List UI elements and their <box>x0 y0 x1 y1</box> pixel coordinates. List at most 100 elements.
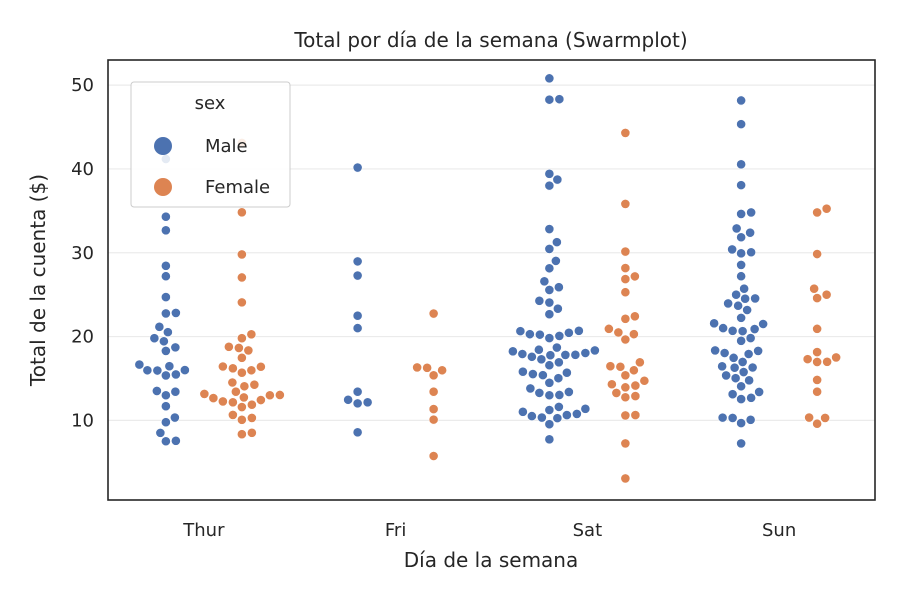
swarm-point-female-thur <box>236 402 247 412</box>
swarm-point-male-sat <box>563 327 574 338</box>
swarm-point-male-sun <box>736 438 747 449</box>
swarm-point-female-fri <box>437 365 448 376</box>
swarm-point-female-fri <box>428 370 439 381</box>
swarm-point-male-sat <box>580 403 591 414</box>
swarm-point-male-sun <box>717 412 728 423</box>
swarm-point-male-sat <box>544 419 555 430</box>
swarm-point-male-sun <box>731 289 742 300</box>
swarm-point-male-sat <box>553 373 564 384</box>
swarm-point-male-sun <box>743 349 754 359</box>
swarm-point-female-sun <box>821 289 832 300</box>
swarm-point-male-sun <box>740 293 751 304</box>
swarm-point-male-sun <box>736 209 747 219</box>
swarm-point-male-sat <box>554 390 565 400</box>
swarm-point-female-thur <box>264 390 275 401</box>
swarm-point-male-sat <box>551 342 562 353</box>
swarm-point-male-sat <box>553 357 564 368</box>
swarm-point-female-sat <box>620 313 631 324</box>
swarm-point-male-sun <box>721 370 732 381</box>
y-tick-label: 40 <box>71 159 94 180</box>
swarm-point-female-fri <box>428 451 439 461</box>
swarm-point-male-sun <box>718 323 729 334</box>
swarm-point-male-sat <box>539 276 550 287</box>
swarm-point-male-fri <box>352 270 363 281</box>
swarm-point-male-sat <box>544 94 555 105</box>
swarm-point-male-sun <box>753 346 764 356</box>
swarm-point-female-sun <box>820 413 831 423</box>
swarm-point-female-sun <box>821 203 832 214</box>
swarm-point-female-sat <box>620 263 631 273</box>
swarm-point-male-sat <box>553 401 564 412</box>
legend-title: sex <box>195 93 226 114</box>
swarm-point-female-sat <box>630 391 641 401</box>
swarm-point-male-sat <box>545 350 556 361</box>
swarm-point-male-sun <box>723 298 734 309</box>
swarm-point-female-sat <box>615 361 626 372</box>
swarm-point-male-sat <box>580 348 591 358</box>
x-tick-label: Sat <box>573 520 603 541</box>
swarm-point-female-sat <box>605 361 616 372</box>
swarm-point-male-sun <box>746 392 757 403</box>
swarm-point-male-sat <box>544 224 555 234</box>
swarm-point-male-sun <box>745 333 756 343</box>
swarm-point-female-sat <box>620 128 631 138</box>
swarm-point-male-thur <box>170 342 181 353</box>
swarm-point-male-sat <box>573 325 584 336</box>
swarm-point-male-sat <box>544 297 555 308</box>
swarm-point-male-sun <box>736 248 747 259</box>
swarm-point-female-sun <box>812 323 823 334</box>
swarm-point-male-sun <box>730 373 741 384</box>
swarm-point-female-sun <box>831 352 842 363</box>
swarm-point-male-sun <box>736 394 747 404</box>
swarm-point-male-sat <box>544 180 555 191</box>
swarm-point-male-sat <box>544 360 555 371</box>
swarm-point-male-thur <box>169 412 180 423</box>
swarm-point-female-thur <box>246 427 257 438</box>
swarm-point-male-thur <box>134 359 145 370</box>
x-tick-label: Sun <box>762 520 796 541</box>
swarm-point-male-sat <box>534 329 545 340</box>
swarm-point-male-sat <box>526 411 537 422</box>
swarm-point-female-thur <box>217 361 228 372</box>
swarm-point-male-sun <box>749 324 760 334</box>
swarm-point-female-thur <box>236 414 247 425</box>
swarm-point-female-thur <box>243 345 254 356</box>
swarm-point-male-thur <box>160 390 171 401</box>
swarm-point-female-thur <box>246 329 257 340</box>
swarm-point-male-thur <box>160 401 171 412</box>
swarm-point-male-sun <box>736 418 747 428</box>
swarm-point-male-sat <box>537 370 548 381</box>
swarm-point-female-thur <box>236 333 247 344</box>
swarm-point-female-thur <box>233 343 244 353</box>
swarm-point-male-sat <box>517 349 528 359</box>
swarm-point-male-sat <box>517 406 528 417</box>
swarm-point-male-thur <box>170 386 181 397</box>
swarm-point-male-sat <box>525 383 536 394</box>
swarm-point-male-sun <box>737 357 748 367</box>
swarm-point-male-sun <box>747 362 758 373</box>
swarm-point-female-fri <box>428 386 439 397</box>
swarm-point-male-sun <box>727 413 738 423</box>
swarm-point-female-sat <box>629 271 640 282</box>
swarm-point-male-sat <box>544 73 555 84</box>
swarm-point-female-sat <box>628 365 639 376</box>
swarm-point-male-fri <box>343 394 354 405</box>
y-axis-label: Total de la cuenta ($) <box>26 174 50 387</box>
swarm-point-male-thur <box>160 211 171 222</box>
swarm-point-male-sun <box>719 348 730 358</box>
swarm-point-male-sun <box>746 247 757 258</box>
swarm-point-male-sat <box>526 351 537 362</box>
swarm-point-male-sat <box>544 333 555 343</box>
swarm-point-male-thur <box>154 321 165 332</box>
legend-marker-female <box>154 178 172 196</box>
swarm-point-female-sat <box>629 311 640 322</box>
swarm-point-male-sun <box>744 375 755 386</box>
x-axis-label: Día de la semana <box>404 548 579 572</box>
swarm-point-female-sun <box>812 357 823 367</box>
swarm-point-male-sat <box>544 263 555 274</box>
swarm-point-male-fri <box>352 256 363 267</box>
swarm-point-female-sat <box>620 382 631 393</box>
swarm-point-male-sat <box>544 434 555 445</box>
swarm-point-male-sat <box>524 329 535 340</box>
chart-title: Total por día de la semana (Swarmplot) <box>293 28 687 52</box>
